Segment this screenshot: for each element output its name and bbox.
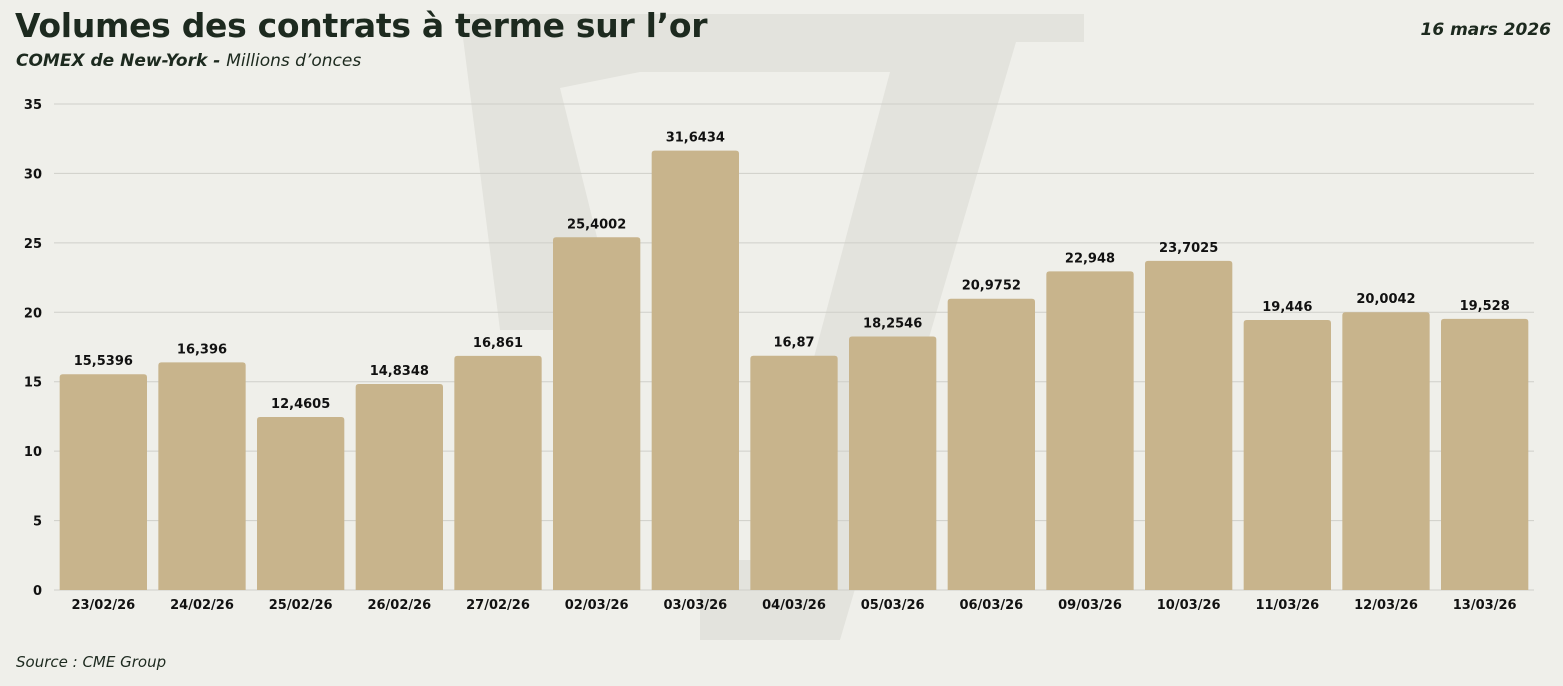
bar-03-03-26: [651, 150, 739, 590]
x-tick-label: 23/02/26: [71, 598, 135, 613]
x-tick-label: 24/02/26: [170, 598, 234, 613]
watermark-shape: [460, 14, 1084, 640]
y-tick-label: 25: [24, 237, 42, 252]
bar-13-03-26: [1441, 318, 1529, 590]
x-tick-label: 27/02/26: [466, 598, 530, 613]
bar-23-02-26: [59, 374, 147, 590]
y-tick-label: 15: [24, 376, 42, 391]
report-date: 16 mars 2026: [1420, 20, 1552, 40]
y-tick-label: 30: [24, 167, 42, 182]
x-tick-label: 11/03/26: [1255, 598, 1319, 613]
subtitle-exchange: COMEX de New-York -: [16, 51, 227, 71]
x-tick-label: 02/03/26: [565, 598, 629, 613]
bar-value-label: 22,948: [1065, 251, 1115, 266]
bar-value-label: 31,6434: [666, 131, 725, 146]
x-tick-label: 04/03/26: [762, 598, 826, 613]
bar-value-label: 16,87: [773, 336, 814, 351]
y-tick-label: 35: [24, 98, 42, 113]
bar-04-03-26: [750, 355, 838, 590]
bar-value-label: 23,7025: [1159, 241, 1218, 256]
x-axis-category-labels: 23/02/26 24/02/26 25/02/26 26/02/26 27/02/26…: [71, 598, 1516, 613]
chart-title: Volumes des contrats à terme sur l’or: [15, 6, 708, 45]
bar-value-labels: 15,5396 16,396 12,4605 14,8348 16,861 25,4002…: [74, 131, 1510, 412]
bar-value-label: 20,9752: [962, 279, 1021, 294]
bar-27-02-26: [454, 355, 542, 590]
bar-09-03-26: [1046, 271, 1134, 590]
bar-10-03-26: [1145, 260, 1233, 590]
bar-value-label: 12,4605: [271, 397, 330, 412]
bar-value-label: 18,2546: [863, 317, 922, 332]
x-tick-label: 03/03/26: [663, 598, 727, 613]
y-axis-ticks: 0 5 10 15 20 25 30 35: [24, 98, 42, 599]
bar-value-label: 14,8348: [370, 364, 429, 379]
bar-value-label: 15,5396: [74, 354, 133, 369]
bar-value-label: 16,396: [177, 342, 227, 357]
x-tick-label: 13/03/26: [1453, 598, 1517, 613]
bar-value-label: 16,861: [473, 336, 523, 351]
chart-subtitle: COMEX de New-York - Millions d’onces: [16, 51, 361, 71]
bar-12-03-26: [1342, 312, 1430, 590]
x-tick-label: 06/03/26: [959, 598, 1023, 613]
x-tick-label: 05/03/26: [861, 598, 925, 613]
bar-value-label: 20,0042: [1356, 292, 1415, 307]
x-tick-label: 12/03/26: [1354, 598, 1418, 613]
y-tick-label: 0: [33, 584, 42, 599]
bar-06-03-26: [947, 298, 1035, 590]
y-tick-label: 20: [24, 306, 42, 321]
bar-11-03-26: [1243, 319, 1331, 590]
y-tick-label: 10: [24, 445, 42, 460]
x-tick-label: 25/02/26: [269, 598, 333, 613]
bar-value-label: 19,528: [1460, 299, 1510, 314]
subtitle-unit: Millions d’onces: [226, 51, 362, 71]
watermark-logo: [460, 14, 1084, 640]
bar-24-02-26: [158, 362, 246, 590]
x-tick-label: 10/03/26: [1157, 598, 1221, 613]
bar-25-02-26: [257, 416, 345, 590]
bar-value-label: 25,4002: [567, 217, 626, 232]
source-note: Source : CME Group: [16, 653, 167, 671]
x-tick-label: 09/03/26: [1058, 598, 1122, 613]
bar-value-label: 19,446: [1262, 300, 1312, 315]
chart-bars: [59, 150, 1529, 590]
y-tick-label: 5: [33, 515, 42, 530]
bar-26-02-26: [355, 384, 443, 590]
bar-05-03-26: [849, 336, 937, 590]
x-tick-label: 26/02/26: [367, 598, 431, 613]
bar-02-03-26: [553, 237, 641, 590]
